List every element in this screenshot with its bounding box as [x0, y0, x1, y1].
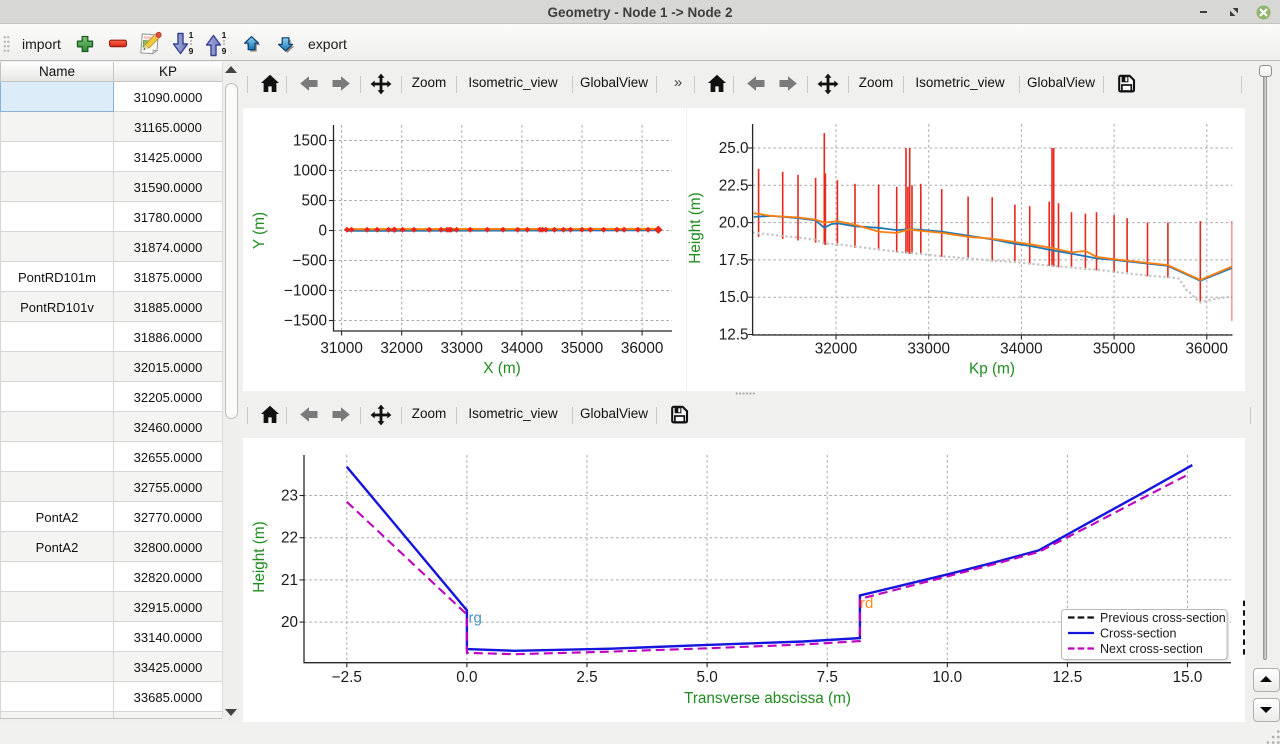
svg-text:−2.5: −2.5	[332, 669, 362, 686]
svg-text:21: 21	[281, 572, 298, 589]
svg-text:−1500: −1500	[284, 313, 327, 330]
svg-text:20: 20	[281, 614, 298, 631]
svg-text:rd: rd	[860, 595, 873, 612]
svg-text:0: 0	[318, 223, 327, 240]
svg-text:32000: 32000	[815, 341, 858, 358]
svg-text:15.0: 15.0	[1173, 669, 1203, 686]
svg-text:0.0: 0.0	[456, 669, 477, 686]
svg-text:Transverse abscissa (m): Transverse abscissa (m)	[684, 690, 851, 707]
svg-text:−500: −500	[293, 253, 327, 270]
svg-text:1500: 1500	[293, 133, 327, 150]
svg-text:1: 1	[222, 31, 227, 40]
svg-text:35000: 35000	[561, 340, 604, 357]
svg-text:1: 1	[189, 31, 194, 40]
svg-text:36000: 36000	[621, 340, 664, 357]
svg-text:5.0: 5.0	[696, 669, 717, 686]
svg-text:9: 9	[222, 46, 227, 56]
svg-text:Next cross-section: Next cross-section	[1100, 642, 1203, 656]
svg-text:15.0: 15.0	[719, 289, 749, 306]
svg-text:35000: 35000	[1093, 341, 1136, 358]
svg-text:25.0: 25.0	[719, 140, 749, 157]
svg-text:23: 23	[281, 488, 298, 505]
svg-text:Height (m): Height (m)	[251, 521, 268, 592]
svg-text:20.0: 20.0	[719, 215, 749, 232]
svg-text:X (m): X (m)	[483, 360, 520, 377]
svg-text:33000: 33000	[907, 341, 950, 358]
svg-text:Y (m): Y (m)	[251, 212, 268, 249]
svg-text:10.0: 10.0	[932, 669, 962, 686]
svg-text:2.5: 2.5	[576, 669, 597, 686]
svg-text:Height (m): Height (m)	[687, 192, 704, 263]
svg-text:32000: 32000	[380, 340, 423, 357]
svg-text:−1000: −1000	[284, 283, 327, 300]
svg-text:17.5: 17.5	[719, 252, 749, 269]
svg-text:12.5: 12.5	[719, 327, 749, 344]
svg-text:Kp (m): Kp (m)	[969, 361, 1015, 378]
svg-text:12.5: 12.5	[1053, 669, 1083, 686]
svg-text:22.5: 22.5	[719, 177, 749, 194]
svg-text:34000: 34000	[1000, 341, 1043, 358]
svg-text:9: 9	[189, 46, 194, 56]
svg-text:rg: rg	[469, 610, 482, 627]
svg-text:7.5: 7.5	[817, 669, 838, 686]
svg-text:Previous cross-section: Previous cross-section	[1100, 611, 1226, 625]
svg-text:22: 22	[281, 530, 298, 547]
svg-text:31000: 31000	[320, 340, 363, 357]
svg-text:1000: 1000	[293, 163, 327, 180]
svg-text:36000: 36000	[1186, 341, 1229, 358]
svg-text:34000: 34000	[501, 340, 544, 357]
svg-text:500: 500	[301, 193, 327, 210]
svg-text:33000: 33000	[441, 340, 484, 357]
svg-text:Cross-section: Cross-section	[1100, 627, 1176, 641]
